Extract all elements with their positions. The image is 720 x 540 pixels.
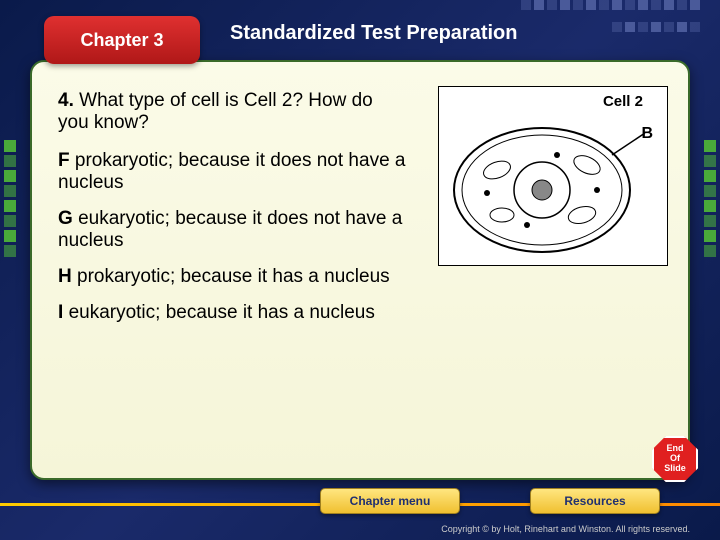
option-letter: F: [58, 150, 70, 171]
option-letter: H: [58, 266, 72, 287]
resources-button[interactable]: Resources: [530, 488, 660, 514]
cell-figure: Cell 2 B: [438, 86, 668, 266]
resources-label: Resources: [564, 494, 625, 508]
chapter-menu-label: Chapter menu: [350, 494, 431, 508]
content-panel: 4. What type of cell is Cell 2? How do y…: [30, 60, 690, 480]
cell-diagram-icon: [447, 115, 647, 260]
option-f[interactable]: F prokaryotic; because it does not have …: [58, 150, 418, 194]
copyright-text: Copyright © by Holt, Rinehart and Winsto…: [441, 524, 690, 534]
chapter-label: Chapter 3: [80, 30, 163, 51]
option-g[interactable]: G eukaryotic; because it does not have a…: [58, 208, 418, 252]
option-i[interactable]: I eukaryotic; because it has a nucleus: [58, 302, 418, 324]
option-text: eukaryotic; because it does not have a n…: [58, 208, 402, 251]
option-letter: G: [58, 208, 73, 229]
option-letter: I: [58, 302, 63, 323]
chapter-badge: Chapter 3: [44, 16, 200, 64]
option-text: eukaryotic; because it has a nucleus: [69, 302, 375, 323]
decorative-squares-left: [4, 140, 16, 257]
question-text: 4. What type of cell is Cell 2? How do y…: [58, 90, 378, 134]
chapter-menu-button[interactable]: Chapter menu: [320, 488, 460, 514]
question-number: 4.: [58, 90, 74, 111]
option-h[interactable]: H prokaryotic; because it has a nucleus: [58, 266, 418, 288]
decorative-squares-top: [520, 0, 700, 40]
question-body: What type of cell is Cell 2? How do you …: [58, 90, 373, 133]
option-text: prokaryotic; because it has a nucleus: [77, 266, 390, 287]
option-text: prokaryotic; because it does not have a …: [58, 150, 405, 193]
page-title: Standardized Test Preparation: [230, 22, 517, 45]
end-slide-line3: Slide: [664, 464, 686, 474]
decorative-squares-right: [704, 140, 716, 257]
end-of-slide-button[interactable]: End Of Slide: [652, 436, 698, 482]
figure-title: Cell 2: [603, 93, 643, 110]
